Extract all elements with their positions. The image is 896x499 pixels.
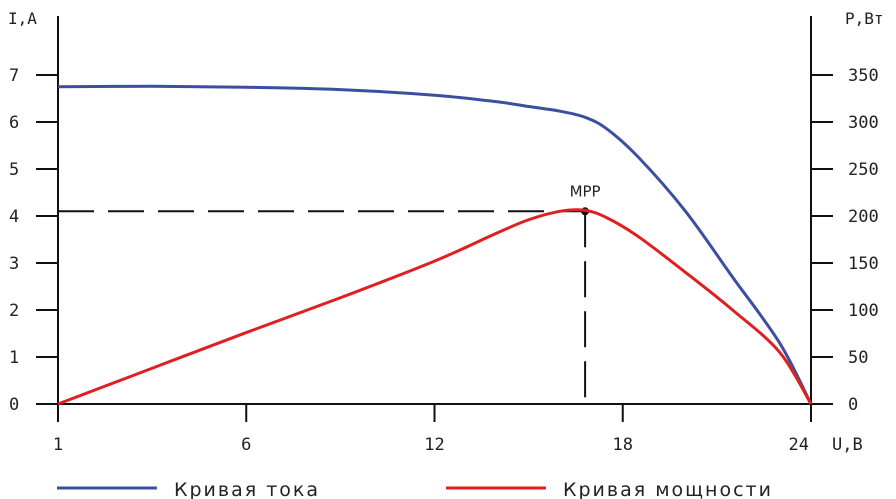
y-left-tick-label: 4 [9, 207, 19, 227]
series-lines [57, 84, 813, 406]
y-right-tick-label: 150 [848, 254, 879, 274]
legend-label-1: Кривая мощности [563, 479, 773, 499]
y-left-tick-label: 5 [9, 160, 19, 180]
x-tick-label: 18 [613, 435, 633, 455]
series-line-1 [57, 208, 813, 406]
y-right-tick-label: 0 [848, 395, 858, 415]
x-tick-label: 6 [241, 435, 251, 455]
y-left-tick-label: 7 [9, 66, 19, 86]
y-left-tick-label: 3 [9, 254, 19, 274]
legend-label-0: Кривая тока [174, 479, 320, 499]
x-tick-label: 24 [789, 435, 809, 455]
y-right-tick-label: 100 [848, 301, 879, 321]
y-left-tick-label: 2 [9, 301, 19, 321]
y-right-tick-label: 350 [848, 66, 879, 86]
x-tick-label: 12 [424, 435, 444, 455]
y-right-axis-title: P,Вт [845, 9, 884, 28]
x-tick-label: 1 [53, 435, 63, 455]
y-left-tick-label: 0 [9, 395, 19, 415]
y-left-axis-title: I,A [8, 9, 37, 28]
series-line-0 [57, 84, 813, 405]
y-right-tick-label: 300 [848, 113, 879, 133]
legend: Кривая тока Кривая мощности [57, 479, 773, 499]
x-axis-title: U,B [832, 435, 863, 455]
y-left-tick-label: 1 [9, 348, 19, 368]
y-right-tick-label: 200 [848, 207, 879, 227]
axes [36, 16, 833, 422]
y-right-tick-label: 250 [848, 160, 879, 180]
y-left-tick-label: 6 [9, 113, 19, 133]
mpp-label: MPP [570, 182, 601, 200]
y-right-tick-label: 50 [848, 348, 868, 368]
